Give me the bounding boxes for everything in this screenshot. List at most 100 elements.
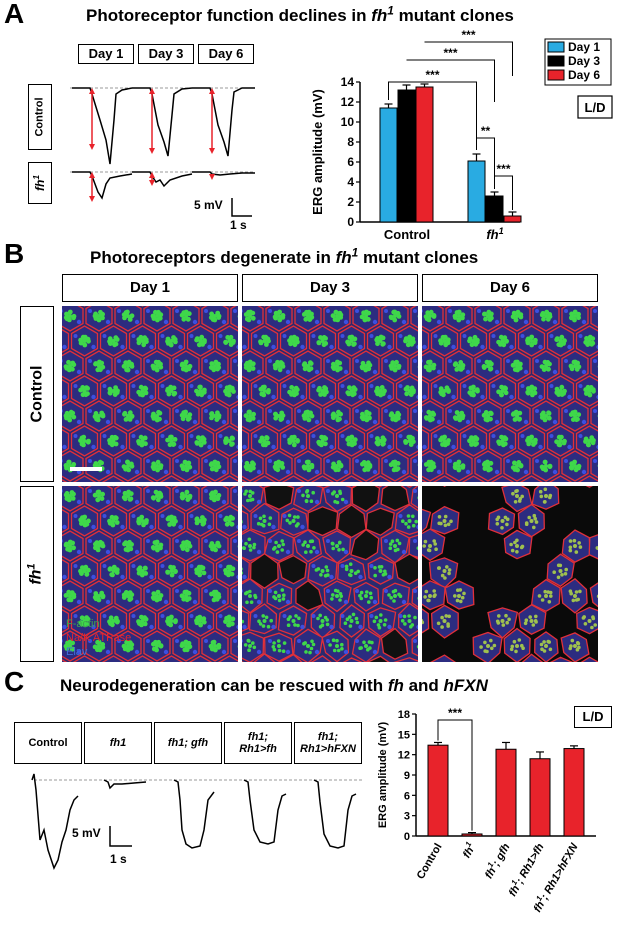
rhabdomere-center <box>587 389 592 393</box>
rhabdomere <box>591 438 596 443</box>
rhabdomere <box>242 567 243 571</box>
nucleus <box>282 514 287 518</box>
rhabdomere <box>173 568 178 574</box>
nucleus <box>326 309 330 313</box>
rhabdomere <box>554 439 559 445</box>
rhabdomere <box>114 337 120 342</box>
row-label-control-b: Control <box>20 306 54 482</box>
rhabdomere <box>197 614 203 620</box>
rhabdomere <box>209 541 215 546</box>
rhabdomere <box>209 361 215 366</box>
rhabdomere-center <box>335 414 339 418</box>
nucleus <box>462 384 467 388</box>
nucleus <box>146 459 150 463</box>
nucleus <box>343 319 349 325</box>
nucleus <box>578 384 583 388</box>
rhabdomere <box>307 317 313 322</box>
nucleus <box>436 469 442 475</box>
rhabdomere <box>280 548 284 552</box>
rhabdomere <box>169 614 174 620</box>
rhabdomere <box>186 311 192 317</box>
rhabdomere <box>362 640 366 645</box>
nucleus <box>105 499 111 505</box>
nucleus <box>387 574 392 580</box>
rhabdomere <box>231 338 236 344</box>
rhabdomere <box>252 645 257 650</box>
rhabdomere <box>359 364 365 370</box>
scale-bar-a <box>231 198 252 217</box>
rhabdomere <box>70 496 76 501</box>
rhabdomere <box>96 639 102 645</box>
rhabdomere <box>404 521 408 526</box>
rhabdomere <box>379 385 385 390</box>
rhabdomere-center <box>184 594 188 598</box>
rhabdomere <box>301 493 305 498</box>
nucleus <box>62 459 63 463</box>
rhabdomere <box>253 593 257 598</box>
nucleus <box>105 369 111 375</box>
rhabdomere-center <box>529 439 534 443</box>
nucleus <box>149 444 154 450</box>
rhabdomere-center <box>486 314 490 318</box>
nucleus <box>372 599 378 605</box>
rhabdomere <box>525 336 531 342</box>
rhabdomere <box>272 464 278 470</box>
nucleus <box>343 369 349 375</box>
rhabdomere <box>483 417 489 422</box>
rhabdomere <box>359 314 365 320</box>
rhabdomere <box>80 385 86 390</box>
nucleus <box>271 344 276 350</box>
rhabdomere-center <box>198 569 203 573</box>
rhabdomere <box>151 591 157 596</box>
rhabdomere <box>389 596 393 600</box>
nucleus <box>88 409 92 413</box>
rhabdomere <box>171 385 177 391</box>
nucleus <box>326 459 330 463</box>
rhabdomere <box>454 367 460 372</box>
rhabdomere <box>437 515 442 519</box>
nucleus <box>105 649 111 655</box>
nucleus <box>329 344 334 350</box>
nucleus <box>593 409 597 413</box>
rhabdomere <box>100 593 106 599</box>
micrograph-fh1-day6 <box>422 486 598 662</box>
rhabdomere <box>216 413 222 418</box>
rhabdomere <box>183 359 189 365</box>
rhabdomere <box>330 313 336 319</box>
nucleus <box>465 419 471 425</box>
rhabdomere-center <box>126 494 130 498</box>
rhabdomere <box>403 439 408 444</box>
nucleus <box>387 394 392 400</box>
nucleus <box>477 309 481 313</box>
nucleus <box>285 599 291 605</box>
nucleus <box>282 614 287 618</box>
rhabdomere <box>186 540 192 546</box>
rhabdomere <box>288 521 292 525</box>
rhabdomere <box>273 415 279 421</box>
rhabdomere <box>381 573 386 577</box>
rhabdomere-center <box>262 339 267 343</box>
rhabdomere <box>374 440 380 446</box>
nucleus <box>120 344 125 350</box>
rhabdomere <box>71 491 76 497</box>
rhabdomere <box>247 648 251 652</box>
rhabdomere <box>330 541 335 546</box>
rhabdomere <box>546 411 552 416</box>
ommatidium-outline <box>263 486 295 511</box>
rhabdomere-center <box>169 519 174 523</box>
rhabdomere <box>352 336 358 342</box>
rhabdomere <box>251 461 256 467</box>
rhabdomere-center <box>227 439 232 443</box>
nucleus <box>271 394 276 400</box>
rhabdomere <box>308 650 312 655</box>
rhabdomere-center <box>335 544 339 548</box>
rhabdomere-center <box>573 414 577 418</box>
nucleus <box>433 334 438 338</box>
rhabdomere <box>323 441 328 447</box>
rhabdomere <box>525 389 531 395</box>
rhabdomere <box>180 491 185 497</box>
ommatidium-outline <box>101 475 126 482</box>
nucleus <box>384 459 388 463</box>
rhabdomere-center <box>349 619 354 623</box>
rhabdomere <box>488 460 494 466</box>
